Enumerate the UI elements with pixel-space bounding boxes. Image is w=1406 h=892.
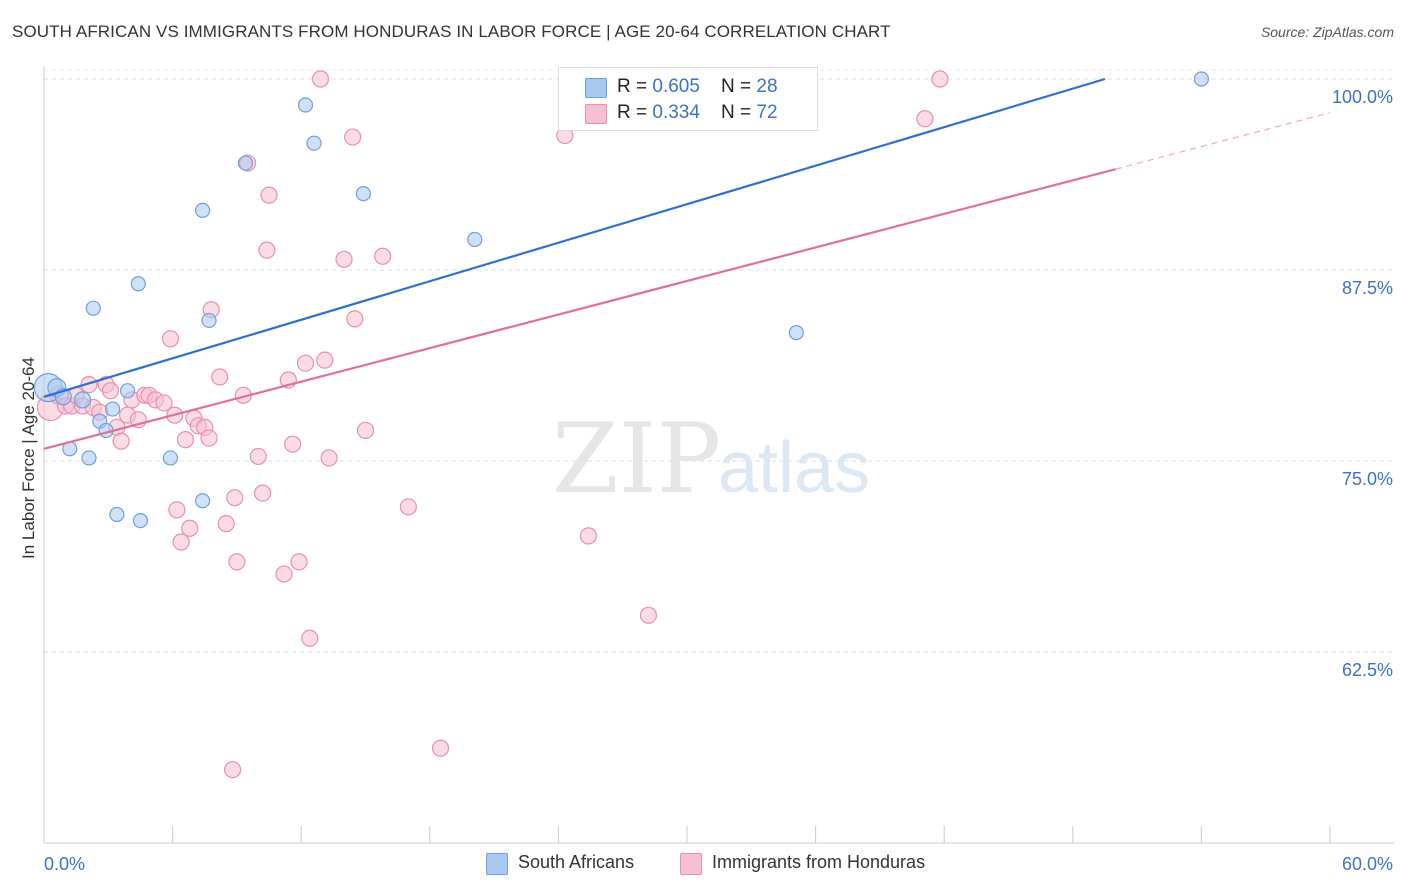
legend-swatch-pink (585, 104, 607, 124)
south-african-point (201, 312, 217, 329)
trend-lines (43, 77, 1331, 450)
honduras-point (176, 431, 195, 449)
honduras-point (931, 70, 949, 88)
south-african-point (195, 493, 211, 509)
bottom-legend-swatch-pink (680, 853, 702, 875)
correlation-legend: R = 0.605 N = 28 R = 0.334 N = 72 (558, 67, 818, 131)
y-tick-label: 75.0% (1342, 469, 1393, 489)
legend-n-label: N = (721, 76, 757, 97)
south-african-point (297, 97, 314, 113)
honduras-point (284, 435, 302, 453)
tick-labels: 62.5% 75.0% 87.5% 100.0% 0.0% 60.0% (44, 87, 1393, 874)
honduras-point (275, 565, 293, 583)
south-african-point (104, 401, 121, 417)
legend-swatch-blue (585, 78, 607, 98)
south-african-point (132, 512, 149, 529)
honduras-point (200, 429, 218, 447)
honduras-trend-extension (1115, 112, 1331, 170)
legend-r-value: 0.605 (652, 76, 700, 97)
legend-r-label: R = (617, 102, 653, 123)
honduras-point (301, 629, 319, 647)
honduras-point (639, 606, 658, 624)
legend-n-label: N = (721, 102, 757, 123)
honduras-point (161, 330, 180, 348)
south-african-point (162, 450, 179, 466)
south-african-point (109, 506, 125, 523)
south-africans-trend-line (43, 77, 1106, 398)
honduras-point (356, 421, 375, 440)
x-tick-label-min: 0.0% (44, 854, 85, 874)
honduras-point (155, 394, 173, 412)
honduras-point (335, 250, 353, 268)
honduras-point (320, 449, 338, 467)
honduras-point (579, 527, 598, 545)
legend-r-value: 0.334 (652, 102, 700, 123)
honduras-point (346, 310, 364, 328)
bottom-legend-label: South Africans (518, 852, 635, 872)
bottom-legend-label: Immigrants from Honduras (712, 852, 926, 872)
honduras-point (181, 519, 199, 537)
south-african-point (355, 186, 371, 202)
south-african-point (788, 325, 804, 341)
honduras-point (431, 739, 450, 757)
honduras-point (101, 382, 120, 400)
x-tick-label-max: 60.0% (1342, 854, 1393, 874)
south-african-point (85, 300, 101, 316)
honduras-trend-line (43, 168, 1116, 450)
honduras-point (168, 501, 186, 519)
south-african-point (73, 391, 92, 409)
south-african-point (306, 135, 322, 151)
honduras-point (258, 241, 276, 259)
south-african-point (81, 450, 97, 466)
honduras-point (311, 70, 330, 88)
legend-n-value: 28 (756, 76, 778, 97)
honduras-point (290, 553, 308, 571)
south-african-point (195, 202, 211, 219)
honduras-point (916, 110, 934, 128)
honduras-point (226, 489, 244, 507)
honduras-point (217, 515, 235, 533)
watermark-zip: ZIP (552, 403, 721, 515)
y-axis-label: In Labor Force | Age 20-64 (19, 357, 38, 559)
honduras-point (296, 354, 315, 372)
south-african-point (1193, 71, 1210, 87)
south-african-point (467, 231, 483, 248)
honduras-point (172, 533, 190, 551)
honduras-point (249, 447, 267, 466)
legend-n-value: 72 (756, 102, 778, 123)
honduras-point (228, 553, 246, 571)
chart-title: SOUTH AFRICAN VS IMMIGRANTS FROM HONDURA… (12, 22, 891, 41)
south-african-point (119, 383, 136, 399)
honduras-point (254, 484, 272, 502)
y-tick-label: 100.0% (1332, 87, 1393, 107)
watermark-atlas: atlas (718, 428, 870, 508)
bottom-legend-swatch-blue (486, 853, 508, 875)
source-label: Source: ZipAtlas.com (1260, 24, 1394, 40)
watermark: ZIP atlas (552, 403, 870, 515)
south-african-point (237, 155, 254, 171)
honduras-point (399, 498, 417, 516)
honduras-point (211, 368, 229, 386)
honduras-point (374, 247, 392, 265)
honduras-point (224, 761, 242, 779)
legend-r-label: R = (617, 76, 653, 97)
y-tick-label: 62.5% (1342, 660, 1393, 680)
axes (43, 66, 1394, 844)
y-tick-label: 87.5% (1342, 278, 1393, 298)
honduras-point (316, 351, 334, 369)
south-african-point (130, 276, 146, 292)
honduras-point (344, 128, 362, 146)
honduras-point (112, 432, 130, 450)
honduras-point (260, 186, 278, 204)
